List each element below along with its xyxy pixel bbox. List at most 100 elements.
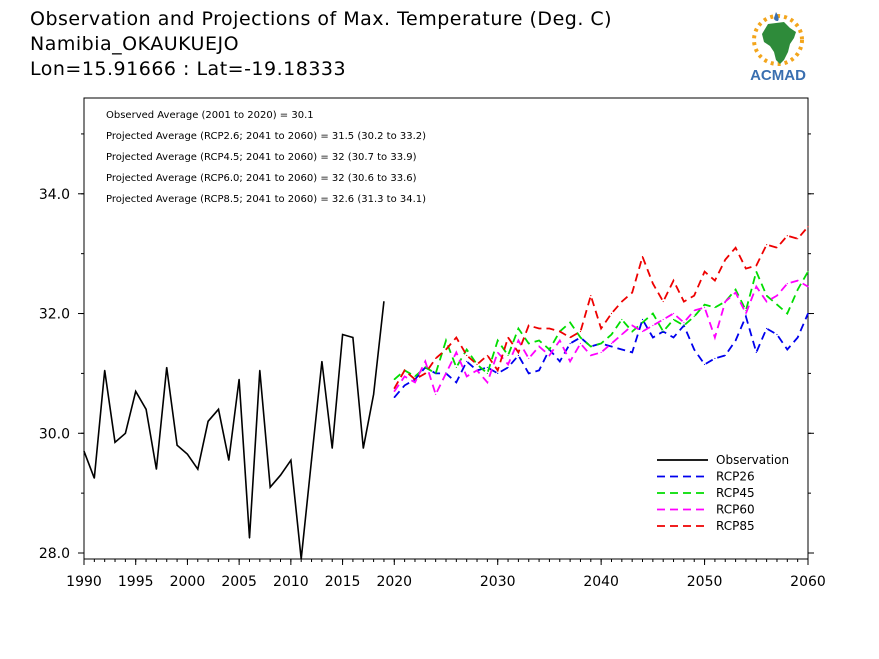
data-point-rcp85 xyxy=(393,387,395,389)
data-point-observation xyxy=(290,459,292,461)
data-point-rcp60 xyxy=(538,345,540,348)
data-point-rcp60 xyxy=(631,324,633,327)
data-point-observation xyxy=(279,474,282,476)
data-point-rcp45 xyxy=(600,342,602,345)
coordinates-label: Lon=15.91666 : Lat=-19.18333 xyxy=(30,58,347,80)
data-point-rcp60 xyxy=(610,342,613,345)
legend-label: RCP26 xyxy=(716,470,755,484)
data-point-observation xyxy=(155,468,157,470)
data-point-rcp45 xyxy=(755,271,757,273)
annotation-line: Projected Average (RCP6.0; 2041 to 2060)… xyxy=(106,173,417,184)
data-point-rcp26 xyxy=(776,333,778,336)
data-point-rcp85 xyxy=(745,268,747,270)
data-point-rcp26 xyxy=(755,351,757,354)
x-tick-label: 2060 xyxy=(790,574,826,590)
data-point-rcp60 xyxy=(652,324,654,327)
data-point-rcp26 xyxy=(517,354,520,357)
data-point-rcp26 xyxy=(703,363,706,366)
data-point-rcp60 xyxy=(466,375,468,377)
data-point-observation xyxy=(259,369,261,372)
data-point-observation xyxy=(124,432,126,434)
data-point-rcp26 xyxy=(797,336,799,339)
data-point-rcp60 xyxy=(548,354,551,357)
data-point-rcp45 xyxy=(807,271,809,273)
x-tick-label: 2020 xyxy=(376,574,412,590)
data-point-rcp85 xyxy=(600,327,602,330)
data-point-rcp60 xyxy=(703,306,706,309)
data-point-rcp60 xyxy=(414,381,416,383)
data-point-rcp45 xyxy=(569,321,571,324)
data-point-rcp60 xyxy=(486,381,488,383)
data-point-observation xyxy=(248,537,251,539)
data-point-observation xyxy=(383,300,385,303)
data-point-rcp26 xyxy=(466,360,468,363)
data-point-rcp26 xyxy=(672,336,675,339)
data-point-rcp60 xyxy=(507,363,509,366)
data-point-observation xyxy=(166,366,168,369)
data-point-rcp85 xyxy=(435,357,437,360)
data-point-rcp26 xyxy=(455,381,457,383)
data-point-rcp60 xyxy=(517,339,520,342)
y-tick-label: 34.0 xyxy=(39,187,70,203)
data-point-rcp85 xyxy=(497,369,499,372)
data-point-observation xyxy=(114,441,116,443)
data-point-rcp45 xyxy=(683,324,685,327)
legend-label: RCP60 xyxy=(716,503,755,517)
data-point-rcp45 xyxy=(714,306,716,309)
data-point-observation xyxy=(310,459,313,461)
data-point-rcp45 xyxy=(517,327,520,330)
data-point-rcp85 xyxy=(714,280,716,282)
data-point-rcp45 xyxy=(776,303,778,306)
data-point-rcp26 xyxy=(621,348,623,351)
data-point-rcp45 xyxy=(497,339,499,342)
data-point-rcp26 xyxy=(497,372,499,375)
data-point-rcp45 xyxy=(652,312,654,315)
data-point-rcp60 xyxy=(497,351,499,354)
data-point-rcp85 xyxy=(590,294,592,297)
data-point-rcp26 xyxy=(745,315,747,318)
data-point-rcp45 xyxy=(548,348,551,351)
data-point-rcp60 xyxy=(797,280,799,282)
data-point-rcp85 xyxy=(641,256,644,258)
data-point-rcp45 xyxy=(507,354,509,357)
data-point-rcp45 xyxy=(466,348,468,351)
data-point-observation xyxy=(145,408,147,410)
data-point-rcp60 xyxy=(404,375,406,377)
data-point-rcp60 xyxy=(590,354,592,357)
data-point-rcp85 xyxy=(672,280,675,282)
x-tick-label: 2010 xyxy=(273,574,309,590)
data-point-observation xyxy=(331,447,333,449)
data-point-observation xyxy=(104,369,106,372)
data-point-rcp45 xyxy=(766,294,768,297)
data-point-rcp85 xyxy=(621,300,623,303)
data-point-rcp45 xyxy=(662,330,664,333)
data-point-rcp45 xyxy=(672,318,675,321)
data-point-rcp85 xyxy=(445,348,447,351)
data-point-rcp60 xyxy=(672,312,675,315)
data-point-rcp26 xyxy=(610,345,613,348)
africa-icon xyxy=(762,22,796,64)
y-tick-label: 32.0 xyxy=(39,307,70,323)
data-point-rcp60 xyxy=(528,357,530,360)
data-point-rcp45 xyxy=(528,342,530,345)
data-point-rcp85 xyxy=(455,336,457,339)
data-point-rcp26 xyxy=(786,348,788,351)
data-point-rcp85 xyxy=(548,327,551,330)
data-point-rcp26 xyxy=(559,360,561,363)
data-point-rcp45 xyxy=(579,336,582,339)
x-tick-label: 2000 xyxy=(170,574,206,590)
data-point-rcp45 xyxy=(455,366,457,369)
legend-label: Observation xyxy=(716,453,789,467)
data-point-observation xyxy=(83,450,85,452)
data-point-rcp85 xyxy=(404,369,406,372)
data-point-rcp26 xyxy=(569,342,571,345)
data-point-rcp85 xyxy=(414,378,416,380)
data-point-rcp85 xyxy=(693,294,695,297)
annotation-line: Projected Average (RCP2.6; 2041 to 2060)… xyxy=(106,131,426,142)
data-point-rcp26 xyxy=(693,348,695,351)
data-point-rcp26 xyxy=(766,327,768,330)
data-point-rcp85 xyxy=(610,312,613,315)
acmad-logo: ACMAD xyxy=(738,8,818,84)
data-point-rcp45 xyxy=(393,378,395,380)
data-point-observation xyxy=(207,420,209,422)
